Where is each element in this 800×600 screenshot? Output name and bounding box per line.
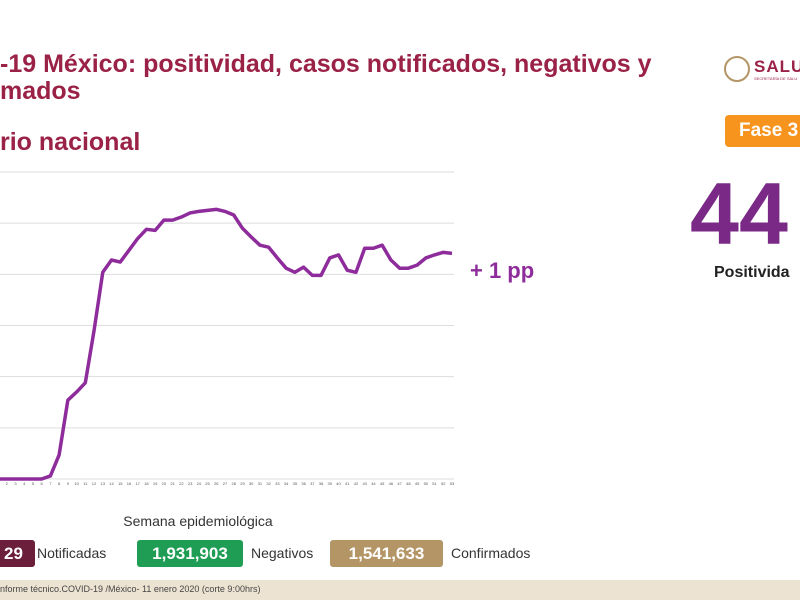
x-tick-label: 47 [397,481,402,486]
footer-bar [0,580,800,600]
data-line [0,207,453,481]
x-tick-label: 21 [170,481,175,486]
x-tick-label: 44 [371,481,376,486]
stat-value: 29 [0,540,35,567]
x-tick-label: 46 [389,481,394,486]
x-axis-label: Semana epidemiológica [123,513,273,529]
title-line: mados [0,77,81,105]
phase-badge: Fase 3 [725,115,800,147]
stat-value: 1,931,903 [137,540,243,567]
x-tick-label: 45 [380,481,385,486]
footer-text: nforme técnico.COVID-19 /México- 11 ener… [0,584,261,594]
x-tick-label: 24 [197,481,202,486]
x-tick-label: 50 [424,481,429,486]
x-tick-label: 26 [214,481,219,486]
stat-label: Notificadas [37,545,107,561]
x-tick-label: 4 [23,481,26,486]
change-label: + 1 pp [470,258,535,283]
x-tick-label: 12 [92,481,97,486]
x-tick-label: 35 [293,481,298,486]
x-tick-label: 16 [127,481,132,486]
x-tick-label: 40 [336,481,341,486]
x-tick-label: 34 [284,481,289,486]
x-tick-label: 9 [67,481,70,486]
subtitle: rio nacional [0,128,141,156]
x-tick-label: 8 [58,481,61,486]
stat-value: 1,541,633 [330,540,443,567]
x-tick-label: 2 [6,481,9,486]
x-tick-label: 27 [223,481,228,486]
x-tick-label: 28 [232,481,237,486]
x-tick-label: 37 [310,481,315,486]
positivity-value: 44 [690,164,788,263]
x-tick-label: 49 [415,481,420,486]
logo-text: SALU [754,57,800,76]
x-tick-label: 29 [240,481,245,486]
x-tick-label: 43 [362,481,367,486]
stat-label: Confirmados [451,545,531,561]
x-tick-label: 7 [49,481,52,486]
x-tick-label: 31 [258,481,263,486]
x-tick-label: 41 [345,481,350,486]
x-tick-label: 53 [450,481,455,486]
x-tick-label: 25 [205,481,210,486]
logo-emblem [724,56,750,82]
x-tick-label: 38 [319,481,324,486]
positivity-label: Positivida [714,264,790,281]
x-tick-label: 23 [188,481,193,486]
x-tick-label: 48 [406,481,411,486]
x-tick-label: 11 [83,481,88,486]
x-tick-label: 42 [354,481,359,486]
x-tick-label: 14 [109,481,114,486]
x-tick-label: 51 [432,481,437,486]
x-tick-label: 5 [32,481,35,486]
logo-subtext: SECRETARÍA DE SALU [754,76,798,81]
x-tick-label: 36 [301,481,306,486]
x-tick-label: 3 [14,481,17,486]
x-tick-label: 6 [41,481,44,486]
x-tick-label: 32 [266,481,271,486]
x-tick-label: 19 [153,481,158,486]
x-tick-label: 39 [328,481,333,486]
x-tick-label: 18 [144,481,149,486]
x-tick-label: 13 [101,481,106,486]
title-line: -19 México: positividad, casos notificad… [0,50,652,78]
x-tick-label: 33 [275,481,280,486]
x-tick-label: 52 [441,481,446,486]
x-tick-label: 20 [162,481,167,486]
x-tick-label: 22 [179,481,184,486]
x-tick-label: 17 [135,481,140,486]
x-tick-label: 15 [118,481,123,486]
x-tick-label: 30 [249,481,254,486]
stat-label: Negativos [251,545,314,561]
x-tick-label: 10 [74,481,79,486]
